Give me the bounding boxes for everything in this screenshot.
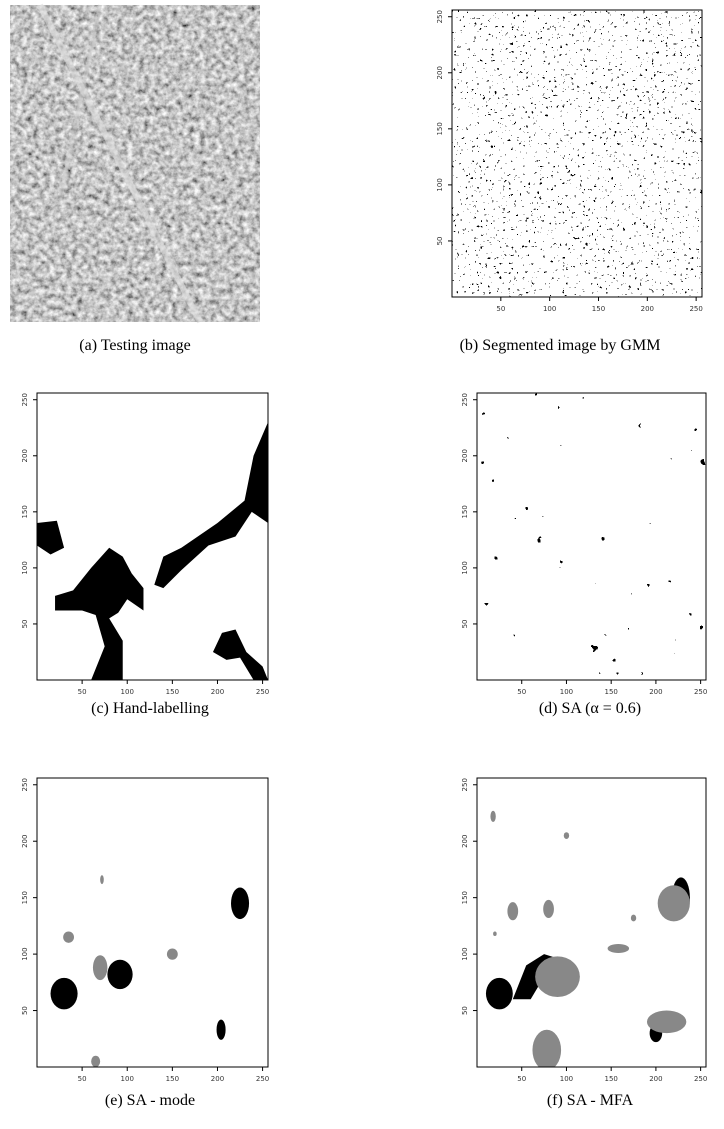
caption: (b) Segmented image by GMM <box>460 337 661 354</box>
x-tick-label: 50 <box>517 688 526 696</box>
x-tick-label: 100 <box>560 688 573 696</box>
region <box>535 956 580 997</box>
y-tick-label: 200 <box>21 835 29 848</box>
region <box>107 960 132 989</box>
y-tick-label: 250 <box>21 778 29 791</box>
plot-area <box>37 422 268 680</box>
y-tick-label: 100 <box>436 178 444 191</box>
y-tick-label: 100 <box>461 947 469 960</box>
y-tick-label: 250 <box>436 10 444 23</box>
region <box>493 932 497 937</box>
segmentation <box>452 10 702 297</box>
y-tick-label: 200 <box>436 66 444 79</box>
region <box>647 1011 686 1034</box>
y-tick-label: 250 <box>21 393 29 406</box>
x-tick-label: 200 <box>649 688 662 696</box>
region <box>213 630 268 680</box>
x-tick-label: 150 <box>592 305 605 313</box>
x-tick-label: 100 <box>121 688 134 696</box>
plot-area <box>51 875 250 1067</box>
x-tick-label: 200 <box>641 305 654 313</box>
x-tick-label: 50 <box>78 688 87 696</box>
region <box>490 811 495 822</box>
region <box>564 832 569 839</box>
region <box>532 1030 561 1071</box>
y-tick-label: 50 <box>461 1006 469 1015</box>
x-tick-label: 50 <box>517 1075 526 1083</box>
y-tick-label: 50 <box>436 236 444 245</box>
region <box>217 1020 226 1040</box>
y-tick-label: 200 <box>461 835 469 848</box>
region <box>543 900 554 918</box>
region <box>93 955 107 980</box>
region <box>658 885 690 921</box>
region <box>631 915 636 922</box>
caption: (e) SA - mode <box>105 1092 195 1109</box>
y-tick-label: 150 <box>461 891 469 904</box>
x-tick-label: 250 <box>256 688 269 696</box>
region <box>507 902 518 920</box>
y-tick-label: 50 <box>21 1006 29 1015</box>
y-tick-label: 200 <box>21 449 29 462</box>
x-tick-label: 50 <box>496 305 505 313</box>
y-tick-label: 50 <box>461 619 469 628</box>
x-tick-label: 100 <box>560 1075 573 1083</box>
region <box>51 978 78 1010</box>
y-tick-label: 250 <box>461 778 469 791</box>
figure: (a) Testing image (b) Segmented image by … <box>0 0 724 1129</box>
y-tick-label: 250 <box>461 393 469 406</box>
y-tick-label: 200 <box>461 449 469 462</box>
region <box>486 978 513 1010</box>
x-tick-label: 50 <box>78 1075 87 1083</box>
x-tick-label: 150 <box>604 688 617 696</box>
caption: (a) Testing image <box>79 337 190 354</box>
x-tick-label: 250 <box>689 305 702 313</box>
y-tick-label: 100 <box>461 561 469 574</box>
x-tick-label: 200 <box>211 1075 224 1083</box>
region <box>63 932 74 943</box>
y-tick-label: 50 <box>21 619 29 628</box>
x-tick-label: 250 <box>694 1075 707 1083</box>
caption: (d) SA (α = 0.6) <box>539 700 641 717</box>
region <box>37 521 64 555</box>
x-tick-label: 200 <box>211 688 224 696</box>
testing-image <box>10 5 260 322</box>
region <box>231 888 249 920</box>
x-tick-label: 150 <box>604 1075 617 1083</box>
plot-area <box>477 393 706 680</box>
x-tick-label: 250 <box>694 688 707 696</box>
region <box>154 422 268 588</box>
x-tick-label: 200 <box>649 1075 662 1083</box>
caption: (c) Hand-labelling <box>91 700 209 717</box>
plot-area <box>486 811 690 1071</box>
y-tick-label: 150 <box>21 505 29 518</box>
region <box>100 875 104 884</box>
x-tick-label: 100 <box>543 305 556 313</box>
y-tick-label: 150 <box>21 891 29 904</box>
y-tick-label: 100 <box>21 561 29 574</box>
segmentation <box>477 393 706 680</box>
x-tick-label: 150 <box>166 1075 179 1083</box>
x-tick-label: 100 <box>121 1075 134 1083</box>
y-tick-label: 150 <box>436 122 444 135</box>
plot-area <box>452 10 702 297</box>
x-tick-label: 150 <box>166 688 179 696</box>
region <box>167 948 178 959</box>
y-tick-label: 150 <box>461 505 469 518</box>
region <box>55 548 143 680</box>
region <box>91 1056 100 1067</box>
x-tick-label: 250 <box>256 1075 269 1083</box>
region <box>608 944 629 953</box>
y-tick-label: 100 <box>21 947 29 960</box>
caption: (f) SA - MFA <box>547 1092 634 1109</box>
frame <box>37 778 268 1067</box>
